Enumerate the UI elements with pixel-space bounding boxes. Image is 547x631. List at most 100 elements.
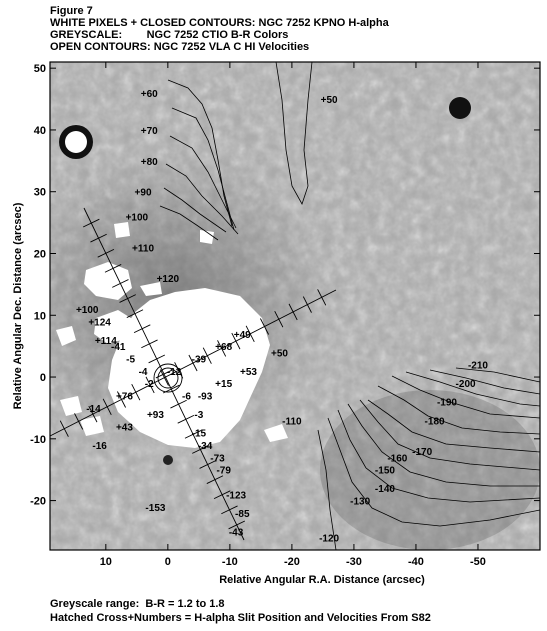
x-tick-label: -30	[346, 556, 362, 568]
halpha-velocity-label-15: +49	[234, 330, 251, 341]
hatch-mark	[148, 354, 166, 364]
halpha-velocity-label-18: +15	[215, 379, 232, 390]
x-tick-label: 10	[100, 556, 112, 568]
y-tick-label: 50	[34, 63, 46, 75]
hatch-mark	[228, 520, 246, 530]
slit-position-cross	[49, 207, 337, 541]
halpha-velocity-label-20: -6	[182, 392, 191, 403]
hi-velocity-label-2: +70	[141, 126, 158, 137]
figure-number: Figure 7	[50, 5, 93, 17]
hatch-mark	[141, 339, 158, 349]
nucleus-circle-outer	[153, 363, 183, 393]
halpha-velocity-label-9: +43	[116, 422, 133, 433]
halpha-velocity-label-24: -73	[210, 453, 225, 464]
hatch-mark	[82, 218, 100, 228]
hi-velocity-label-12: -150	[375, 466, 395, 477]
footer-line-2: Hatched Cross+Numbers = H-alpha Slit Pos…	[50, 612, 431, 624]
hatch-mark	[159, 369, 169, 386]
title-line-3: OPEN CONTOURS: NGC 7252 VLA C HI Velocit…	[50, 41, 310, 53]
star-small	[163, 455, 173, 465]
hatch-mark	[117, 391, 126, 408]
halpha-velocity-label-16: +50	[271, 348, 288, 359]
y-tick-label: -20	[30, 496, 46, 508]
star-dark	[449, 97, 471, 119]
hatch-mark	[206, 475, 224, 484]
title-line-2: GREYSCALE: NGC 7252 CTIO B-R Colors	[50, 29, 289, 41]
halpha-velocity-label-19: -93	[198, 392, 213, 403]
star-bright-core	[65, 131, 87, 153]
hi-velocity-label-1: +50	[321, 95, 338, 106]
halpha-velocity-label-29: -43	[229, 527, 244, 538]
halpha-velocity-label-12: -12	[167, 367, 182, 378]
halpha-velocity-label-4: -5	[126, 355, 135, 366]
x-tick-label: -10	[222, 556, 238, 568]
hatch-mark	[260, 318, 269, 335]
hi-velocity-labels: +60+50+70+80+90+100+110+120-110-120-130-…	[126, 89, 489, 545]
y-tick-label: 10	[34, 310, 46, 322]
halpha-velocity-label-0: +100	[76, 305, 99, 316]
y-tick-label: 40	[34, 125, 46, 137]
x-tick-label: -50	[470, 556, 486, 568]
halpha-velocity-labels: +100+124+114-41-5-4-2+76-14+43-16+93-12-…	[76, 305, 288, 538]
nucleus-circle-inner	[157, 367, 179, 389]
hi-velocity-label-16: -190	[437, 398, 457, 409]
hi-velocity-label-18: -210	[468, 361, 488, 372]
hatch-mark	[88, 405, 98, 423]
halpha-velocity-label-14: +68	[215, 342, 232, 353]
title-line-1: WHITE PIXELS + CLOSED CONTOURS: NGC 7252…	[50, 17, 389, 29]
halpha-velocity-label-27: -153	[145, 503, 165, 514]
hatch-mark	[145, 376, 155, 394]
hatch-mark	[221, 505, 238, 515]
hi-velocity-label-15: -180	[425, 416, 445, 427]
y-axis-label: Relative Angular Dec. Distance (arcsec)	[12, 202, 24, 409]
hatch-mark	[288, 303, 298, 321]
hatch-mark	[202, 347, 212, 364]
halpha-white-pixels	[56, 222, 288, 448]
y-tick-label: 0	[40, 372, 46, 384]
halpha-velocity-label-3: -41	[111, 342, 126, 353]
halpha-velocity-label-28: -85	[235, 509, 250, 520]
hatch-mark	[74, 413, 84, 430]
hi-velocity-label-4: +90	[135, 188, 152, 199]
hatch-mark	[199, 460, 216, 469]
hi-velocity-label-17: -200	[456, 379, 476, 390]
y-tick-label: 30	[34, 187, 46, 199]
hatch-mark	[126, 309, 144, 318]
hatch-mark	[213, 490, 231, 500]
hi-velocity-label-0: +60	[141, 89, 158, 100]
hi-velocity-label-9: -120	[319, 534, 339, 545]
halpha-velocity-label-22: -15	[192, 429, 207, 440]
hatch-mark	[104, 264, 122, 273]
hi-velocity-label-14: -170	[412, 447, 432, 458]
hatch-mark	[59, 420, 69, 437]
halpha-velocity-label-13: -39	[192, 355, 207, 366]
halpha-velocity-label-8: -14	[86, 404, 101, 415]
halpha-velocity-label-7: +76	[116, 392, 133, 403]
hi-velocity-label-3: +80	[141, 157, 158, 168]
halpha-velocity-label-2: +114	[95, 336, 117, 347]
axis-ticks: 10 0 -10 -20 -30 -40 -50 50 40 30 20 10 0 -10 -20	[30, 62, 540, 568]
halpha-velocity-label-11: +93	[147, 410, 164, 421]
halpha-velocity-label-25: -79	[216, 466, 231, 477]
y-tick-label: -10	[30, 434, 46, 446]
x-axis-label: Relative Angular R.A. Distance (arcsec)	[219, 574, 425, 586]
hi-velocity-contours	[159, 62, 540, 550]
hatch-mark	[112, 279, 129, 288]
slit-hatch-a	[82, 218, 246, 530]
hi-velocity-label-8: -110	[282, 416, 302, 427]
y-tick-label: 20	[34, 248, 46, 260]
hatch-mark	[177, 414, 195, 424]
hatch-mark	[302, 296, 312, 313]
x-tick-label: -20	[284, 556, 300, 568]
x-tick-label: -40	[408, 556, 424, 568]
halpha-velocity-label-1: +124	[88, 317, 111, 328]
greyscale-image	[50, 62, 540, 550]
hatch-mark	[317, 289, 327, 306]
hatch-mark	[131, 383, 141, 401]
x-tick-label: 0	[165, 556, 171, 568]
hi-velocity-label-7: +120	[157, 274, 180, 285]
hatch-mark	[274, 310, 284, 328]
hatch-mark	[192, 445, 209, 454]
hatch-mark	[188, 354, 198, 372]
hi-velocity-label-5: +100	[126, 212, 149, 223]
